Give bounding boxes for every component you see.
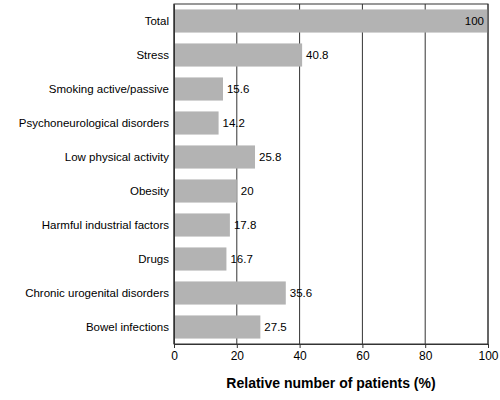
plot: 0 20 40 60 80 100 Total Stress Smoking active/pa… bbox=[19, 4, 499, 363]
y-tick: Bowel infections bbox=[86, 321, 174, 333]
y-tick-label: Bowel infections bbox=[86, 321, 169, 333]
y-tick: Psychoneurological disorders bbox=[19, 117, 174, 129]
bar bbox=[174, 213, 230, 236]
x-tick: 80 bbox=[419, 344, 433, 363]
x-tick-mark bbox=[237, 344, 238, 348]
x-axis: 0 20 40 60 80 100 bbox=[171, 344, 499, 363]
y-tick-label: Smoking active/passive bbox=[49, 83, 169, 95]
bar bbox=[174, 145, 255, 168]
y-tick: Low physical activity bbox=[65, 151, 174, 163]
x-tick: 40 bbox=[293, 344, 307, 363]
data-labels: 100 40.8 15.6 14.2 25.8 20 17.8 16.7 35.6 27.5 bbox=[223, 15, 484, 333]
x-tick-mark bbox=[425, 344, 426, 348]
y-axis-line bbox=[174, 5, 175, 345]
data-label: 16.7 bbox=[230, 253, 252, 265]
x-tick-label: 20 bbox=[231, 349, 245, 363]
x-tick-mark bbox=[174, 344, 175, 348]
bar bbox=[174, 9, 488, 32]
data-label: 100 bbox=[465, 15, 484, 27]
bar bbox=[174, 281, 286, 304]
x-tick-mark bbox=[362, 344, 363, 348]
x-tick-label: 100 bbox=[478, 349, 498, 363]
data-label: 27.5 bbox=[264, 321, 286, 333]
x-tick: 20 bbox=[231, 344, 245, 363]
data-label: 25.8 bbox=[259, 151, 281, 163]
y-tick-label: Total bbox=[145, 15, 169, 27]
y-tick-label: Low physical activity bbox=[65, 151, 169, 163]
x-tick-mark bbox=[488, 344, 489, 348]
bars bbox=[174, 9, 488, 338]
data-label: 20 bbox=[241, 185, 254, 197]
chart: 0 20 40 60 80 100 Total Stress Smoking active/pa… bbox=[0, 0, 500, 400]
bar bbox=[174, 247, 226, 270]
y-tick: Chronic urogenital disorders bbox=[25, 287, 174, 299]
y-tick-label: Chronic urogenital disorders bbox=[25, 287, 169, 299]
data-label: 40.8 bbox=[306, 49, 328, 61]
x-tick-label: 60 bbox=[356, 349, 370, 363]
bar bbox=[174, 179, 237, 202]
y-tick: Drugs bbox=[138, 253, 174, 265]
bar bbox=[174, 111, 219, 134]
y-tick-label: Psychoneurological disorders bbox=[19, 117, 169, 129]
x-axis-title: Relative number of patients (%) bbox=[226, 375, 435, 391]
y-tick: Stress bbox=[136, 49, 174, 61]
x-tick: 60 bbox=[356, 344, 370, 363]
grid bbox=[174, 4, 488, 344]
y-axis: Total Stress Smoking active/passive Psychon… bbox=[19, 5, 175, 345]
data-label: 15.6 bbox=[227, 83, 249, 95]
y-tick-label: Stress bbox=[136, 49, 169, 61]
y-tick-label: Obesity bbox=[130, 185, 169, 197]
x-axis-line bbox=[175, 345, 489, 349]
y-tick: Harmful industrial factors bbox=[42, 219, 174, 231]
bar bbox=[174, 315, 260, 338]
x-tick-label: 40 bbox=[293, 349, 307, 363]
plot-frame bbox=[174, 4, 488, 344]
bar bbox=[174, 43, 302, 66]
data-label: 17.8 bbox=[234, 219, 256, 231]
data-label: 14.2 bbox=[223, 117, 245, 129]
x-tick: 0 bbox=[171, 344, 178, 363]
x-tick: 100 bbox=[478, 344, 498, 363]
x-tick-label: 0 bbox=[171, 349, 178, 363]
x-tick-mark bbox=[300, 344, 301, 348]
data-label: 35.6 bbox=[290, 287, 312, 299]
y-tick-label: Harmful industrial factors bbox=[42, 219, 169, 231]
bar bbox=[174, 77, 223, 100]
y-tick-label: Drugs bbox=[138, 253, 169, 265]
y-tick: Total bbox=[145, 15, 174, 27]
y-tick: Smoking active/passive bbox=[49, 83, 174, 95]
grid-line bbox=[425, 4, 426, 344]
grid-line bbox=[362, 4, 363, 344]
y-tick: Obesity bbox=[130, 185, 174, 197]
x-tick-label: 80 bbox=[419, 349, 433, 363]
